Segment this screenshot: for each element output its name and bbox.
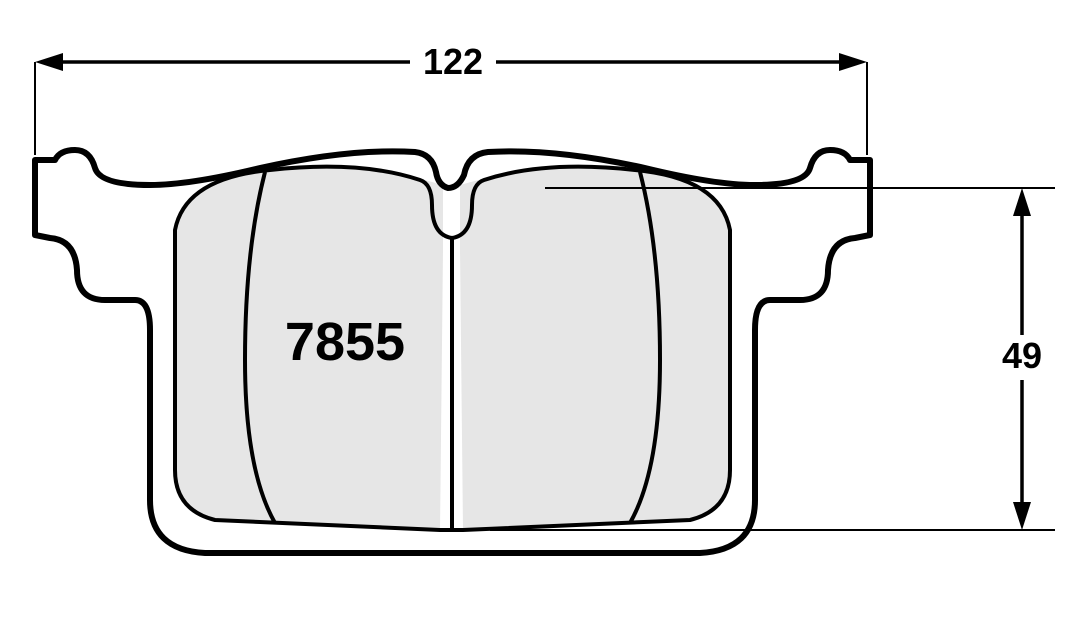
part-number: 7855: [285, 312, 405, 372]
arrow-right: [839, 53, 867, 71]
friction-lobe-right: [460, 167, 730, 530]
arrow-up: [1013, 188, 1031, 216]
dimension-height-value: 49: [1002, 335, 1042, 376]
dimension-width-value: 122: [423, 41, 483, 82]
technical-drawing: 122 49 7855: [0, 0, 1091, 619]
arrow-left: [35, 53, 63, 71]
arrow-down: [1013, 502, 1031, 530]
dimension-width: 122: [35, 41, 867, 155]
